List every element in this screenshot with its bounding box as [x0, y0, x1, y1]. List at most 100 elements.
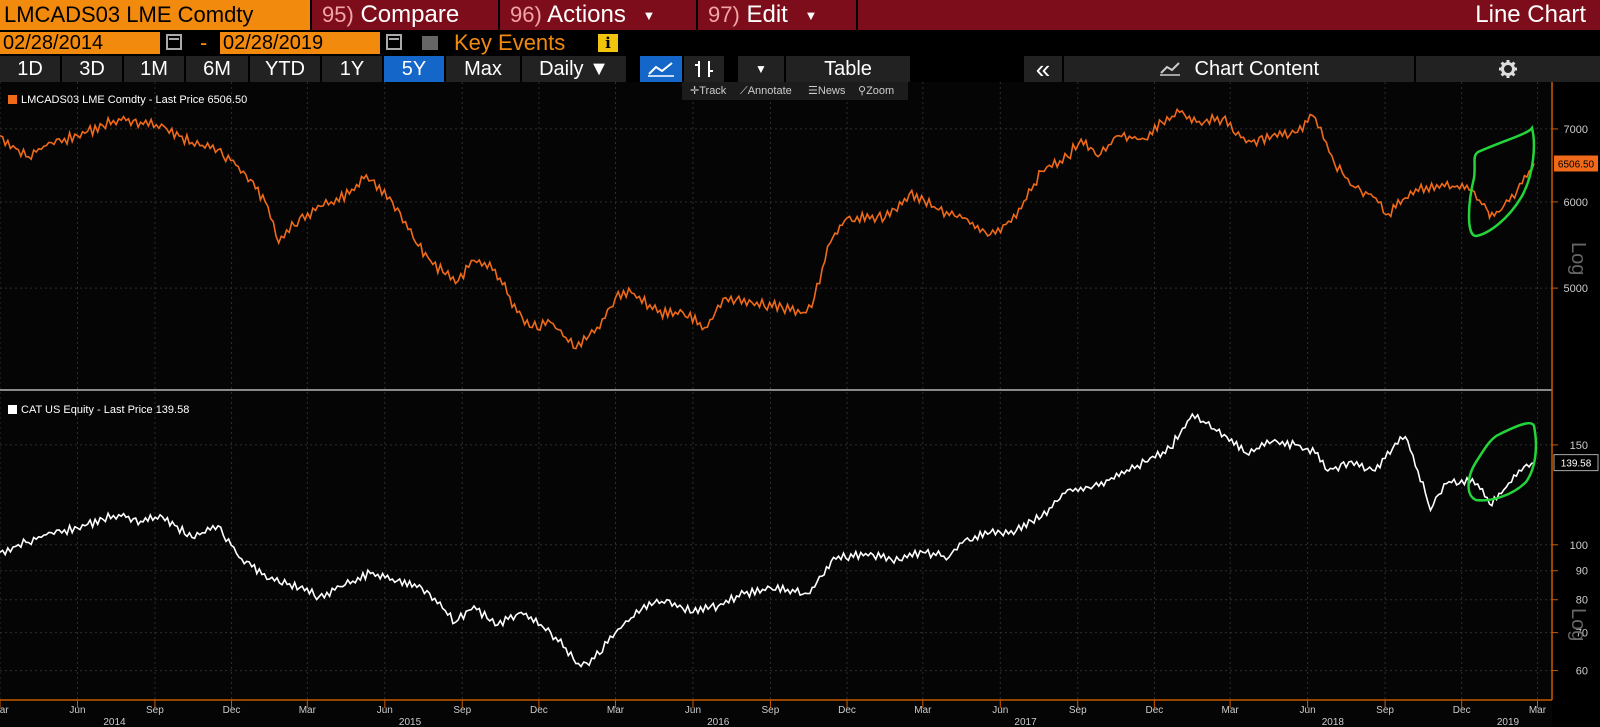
month-label: Mar: [1222, 705, 1240, 716]
compare-label: Compare: [360, 1, 460, 28]
track-tool[interactable]: ✛ Track: [690, 82, 726, 100]
annotate-label: Annotate: [747, 85, 792, 97]
range-button-1m[interactable]: 1M: [124, 56, 184, 82]
x-axis-labels: Mar Jun Sep Dec Mar Jun Sep Dec Mar Jun Sep Dec Mar J…: [0, 700, 1547, 727]
month-label: Sep: [1069, 705, 1087, 716]
range-button-1d[interactable]: 1D: [0, 56, 60, 82]
settings-button[interactable]: [1416, 56, 1600, 82]
month-label: Jun: [377, 705, 393, 716]
news-tool[interactable]: ☰ News: [808, 82, 845, 100]
y-tick-label: 150: [1570, 440, 1588, 452]
month-label: Sep: [1376, 705, 1394, 716]
chart-type-label: Line Chart: [1475, 1, 1586, 28]
copper-legend[interactable]: LMCADS03 LME Comdty - Last Price 6506.50: [8, 94, 247, 106]
edit-caret-icon: ▼: [804, 7, 818, 23]
last-price-box: [1554, 155, 1598, 172]
range-button-ytd[interactable]: YTD: [250, 56, 320, 82]
actions-button[interactable]: 96) Actions ▼: [498, 0, 696, 30]
y-tick-label: 5000: [1564, 283, 1588, 295]
y-tick-label: 80: [1576, 595, 1588, 607]
last-price-label: 6506.50: [1558, 159, 1595, 170]
y-tick-label: 90: [1576, 566, 1588, 578]
copper-price-line: [0, 107, 1535, 350]
zoom-label: Zoom: [866, 85, 895, 97]
chart-content-button[interactable]: Chart Content: [1064, 56, 1414, 82]
copper-legend-text: LMCADS03 LME Comdty - Last Price 6506.50: [21, 94, 248, 106]
bar-chart-glyph: [695, 61, 713, 77]
range-button-6m[interactable]: 6M: [186, 56, 248, 82]
year-label: 2016: [707, 717, 730, 727]
frequency-caret-icon: ▼: [589, 58, 609, 80]
edit-button[interactable]: 97) Edit ▼: [696, 0, 856, 30]
y-tick-label: 60: [1576, 666, 1588, 678]
chart-area[interactable]: 5000 6000 7000 60 70 80 90 100 150 Log Log 6506…: [0, 82, 1600, 727]
range-button-5y[interactable]: 5Y: [384, 56, 444, 82]
copper-axis-scale-label: Log: [1567, 242, 1589, 275]
table-button[interactable]: Table: [786, 56, 910, 82]
news-label: News: [817, 85, 846, 97]
start-date-input[interactable]: 02/28/2014: [0, 32, 160, 54]
compare-button[interactable]: 95) Compare: [310, 0, 498, 30]
month-label: Jun: [69, 705, 85, 716]
frequency-dropdown[interactable]: Daily ▼: [522, 56, 626, 82]
year-label: 2018: [1322, 717, 1345, 727]
y-tick-label: 70: [1576, 628, 1588, 640]
month-label: Dec: [1145, 705, 1163, 716]
key-events-checkbox[interactable]: [422, 36, 438, 50]
month-label: Jun: [992, 705, 1008, 716]
actions-caret-icon: ▼: [642, 7, 656, 23]
last-price-label: 139.58: [1561, 459, 1592, 470]
chart-content-label: Chart Content: [1194, 58, 1320, 80]
annotate-tool[interactable]: ⟋ Annotate: [740, 82, 792, 100]
month-label: Dec: [530, 705, 548, 716]
month-label: Mar: [0, 705, 9, 716]
cat-legend-swatch: [8, 405, 17, 414]
end-date-input[interactable]: 02/28/2019: [220, 32, 380, 54]
chart-content-icon: [1159, 62, 1180, 76]
key-events-label[interactable]: Key Events: [454, 30, 566, 55]
chart-style-dropdown-icon[interactable]: ▼: [738, 56, 784, 82]
last-price-labels: 6506.50 139.58: [1553, 155, 1599, 472]
cat-annotation-circle: [1467, 422, 1538, 502]
edit-label: Edit: [746, 1, 788, 28]
month-label: Sep: [762, 705, 780, 716]
month-label: Dec: [838, 705, 856, 716]
track-label: Track: [699, 85, 727, 97]
cat-legend[interactable]: CAT US Equity - Last Price 139.58: [8, 404, 189, 416]
last-price-box: [1553, 454, 1599, 472]
key-events-info-icon[interactable]: i: [598, 34, 618, 52]
month-label: Mar: [914, 705, 932, 716]
date-bar: 02/28/2014 - 02/28/2019 Key Events i: [0, 30, 1600, 56]
range-button-max[interactable]: Max: [446, 56, 520, 82]
end-calendar-icon[interactable]: [386, 34, 402, 50]
start-calendar-icon[interactable]: [166, 34, 182, 50]
copper-legend-swatch: [8, 95, 17, 104]
collapse-icon[interactable]: «: [1024, 56, 1062, 82]
year-label: 2019: [1497, 717, 1520, 727]
actions-label: Actions: [547, 1, 626, 28]
y-tick-label: 100: [1570, 540, 1588, 552]
line-chart-icon[interactable]: [640, 56, 682, 82]
month-label: Jun: [685, 705, 701, 716]
zoom-tool[interactable]: ⚲ Zoom: [858, 82, 894, 100]
line-chart-glyph: [648, 62, 674, 77]
cat-price-line: [0, 412, 1535, 668]
security-field[interactable]: LMCADS03 LME Comdty: [0, 0, 310, 30]
chart-mini-toolbar: ✛ Track ⟋ Annotate ☰ News ⚲ Zoom: [682, 82, 908, 100]
year-label: 2015: [399, 717, 422, 727]
bar-chart-icon[interactable]: [684, 56, 724, 82]
month-label: Sep: [453, 705, 471, 716]
y-tick-label: 6000: [1564, 197, 1588, 209]
compare-number: 95): [322, 2, 354, 27]
title-bar: LMCADS03 LME Comdty 95) Compare 96) Acti…: [0, 0, 1600, 30]
menu-divider: [856, 0, 858, 30]
range-toolbar: 1D 3D 1M 6M YTD 1Y 5Y Max Daily ▼ ▼ Tabl…: [0, 56, 1600, 82]
gear-icon: [1499, 60, 1517, 78]
month-label: Dec: [1453, 705, 1471, 716]
range-button-1y[interactable]: 1Y: [322, 56, 382, 82]
cat-y-axis: 60 70 80 90 100 150: [1552, 440, 1588, 678]
range-button-3d[interactable]: 3D: [62, 56, 122, 82]
copper-y-axis: 5000 6000 7000: [1552, 124, 1588, 295]
month-label: Mar: [607, 705, 625, 716]
y-tick-label: 7000: [1564, 124, 1588, 136]
